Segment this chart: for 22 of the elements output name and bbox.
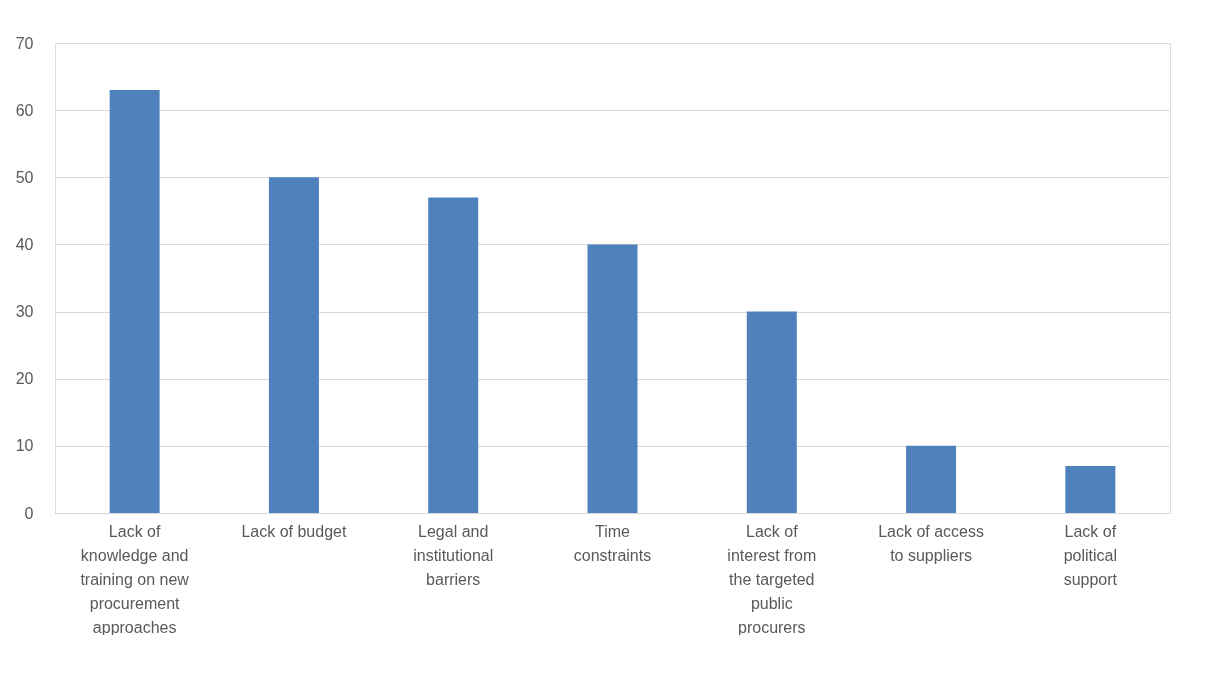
y-tick-label: 40 [15,235,34,253]
bar [906,445,957,513]
y-tick-label: 0 [24,504,34,522]
y-tick-label: 70 [15,34,34,52]
x-tick-label: Lack of budget [241,522,347,540]
x-tick-label: Time constraints [573,522,652,564]
bar [1065,466,1116,513]
x-tick-label: Lack of knowledge and training on new procurement approaches [80,522,190,636]
y-tick-label: 50 [15,168,34,186]
y-tick-label: 30 [15,303,34,321]
bar [587,244,638,513]
bar [746,311,797,513]
x-tick-label: Legal and institutional barriers [413,522,494,588]
x-tick-label: Lack of political support [1063,522,1118,588]
x-tick-label: Lack of interest from the targeted public procurers [727,522,817,636]
bar [109,90,160,513]
y-tick-label: 10 [15,437,34,455]
y-tick-label: 20 [15,370,34,388]
x-tick-label: Lack of access to suppliers [878,522,984,564]
bar [268,177,319,513]
y-tick-label: 60 [15,101,34,119]
bar [428,197,479,513]
